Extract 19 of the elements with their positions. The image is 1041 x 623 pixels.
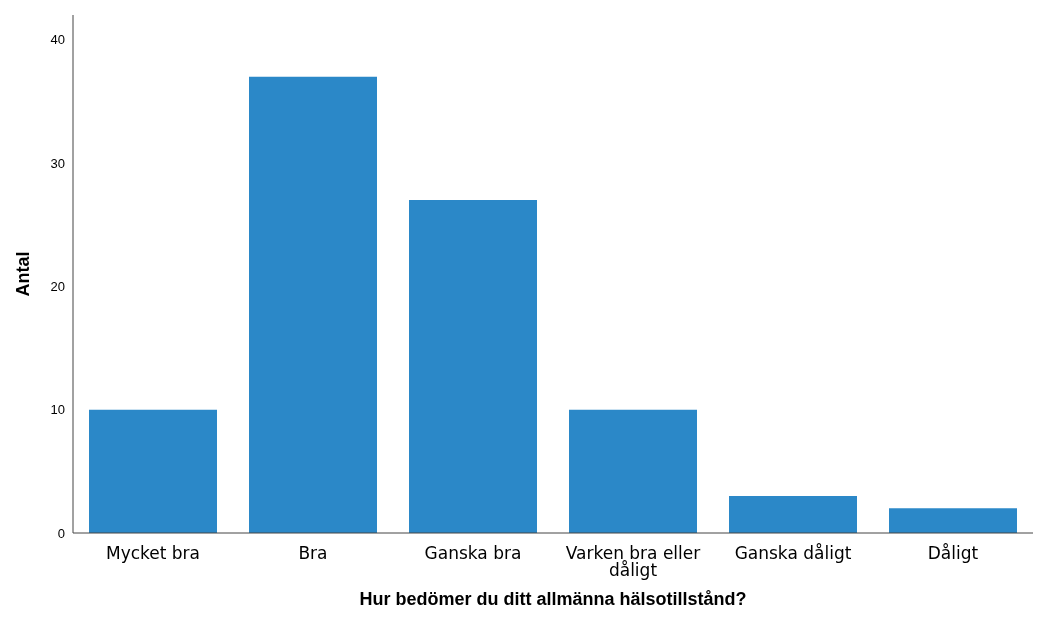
bar [409, 200, 537, 533]
bar [729, 496, 857, 533]
x-tick-label: Dåligt [927, 543, 979, 564]
y-tick-label: 10 [50, 402, 65, 418]
y-axis-title: Antal [13, 251, 34, 297]
bar [89, 409, 217, 533]
y-tick-label: 30 [50, 155, 65, 171]
y-tick-label: 40 [50, 32, 65, 48]
x-tick-label: Bra [298, 543, 328, 564]
bar [889, 508, 1017, 533]
y-tick-label: 0 [57, 525, 65, 541]
x-tick-label: Ganska dåligt [734, 543, 852, 564]
bar [249, 76, 377, 533]
x-tick-label: Ganska bra [424, 543, 522, 564]
x-tick-label: Mycket bra [105, 543, 201, 564]
x-tick-label: Varken bra eller dåligt [565, 543, 701, 581]
y-tick-label: 20 [50, 278, 65, 294]
x-axis-title: Hur bedömer du ditt allmänna hälsotillstånd? [359, 589, 747, 609]
bar [569, 409, 697, 533]
